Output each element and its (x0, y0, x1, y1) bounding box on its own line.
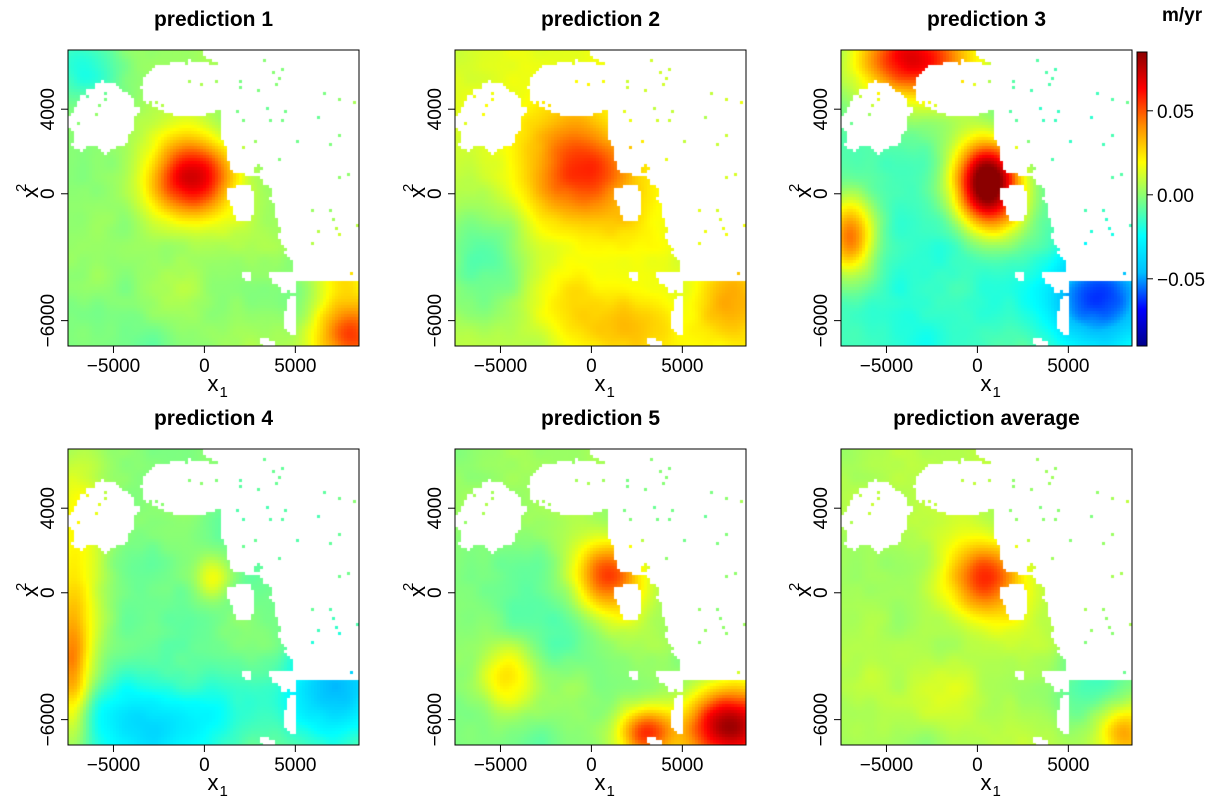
x-tick-label: −5000 (87, 755, 140, 776)
x-tick-label: −5000 (87, 356, 140, 377)
x-axis-label-subscript: 1 (220, 384, 228, 401)
colorbar-scale (1136, 51, 1148, 347)
y-tick-label: 0 (811, 587, 832, 598)
heatmap-raster (68, 449, 359, 745)
y-tick-label: 0 (425, 587, 446, 598)
y-axis-label: x (791, 187, 816, 198)
y-tick-label: 4000 (811, 88, 832, 130)
y-tick-label: −6000 (811, 693, 832, 746)
y-tick-label: −6000 (38, 693, 59, 746)
plot-frame (454, 448, 747, 746)
y-axis-label-subscript: 2 (13, 583, 30, 591)
x-tick-label: 5000 (661, 755, 703, 776)
x-axis-label: x (208, 770, 219, 795)
x-axis-label-subscript: 1 (993, 783, 1001, 799)
colorbar-tick-label: 0.05 (1157, 102, 1194, 123)
x-axis-label: x (595, 371, 606, 396)
colorbar-tick-label: 0.00 (1157, 186, 1194, 207)
x-tick-label: 0 (972, 356, 983, 377)
x-tick-label: −5000 (860, 755, 913, 776)
panel-title: prediction 2 (541, 8, 660, 31)
y-tick-label: 0 (811, 188, 832, 199)
x-axis-label-subscript: 1 (607, 783, 615, 799)
heatmap-raster (455, 449, 746, 745)
heatmap-raster (68, 50, 359, 346)
x-tick-label: 0 (972, 755, 983, 776)
x-axis-label: x (208, 371, 219, 396)
y-axis-label: x (405, 586, 430, 597)
y-tick-label: 4000 (38, 88, 59, 130)
x-axis-label-subscript: 1 (993, 384, 1001, 401)
y-axis-label: x (18, 586, 43, 597)
y-tick-label: −6000 (811, 294, 832, 347)
y-axis-label-subscript: 2 (400, 583, 417, 591)
x-axis-label: x (981, 371, 992, 396)
y-tick-label: −6000 (425, 693, 446, 746)
x-tick-label: 0 (586, 755, 597, 776)
x-axis-label: x (981, 770, 992, 795)
x-tick-label: 5000 (1047, 356, 1089, 377)
x-axis-label-subscript: 1 (607, 384, 615, 401)
y-tick-label: 0 (38, 587, 59, 598)
panel-title: prediction 5 (541, 407, 660, 430)
colorbar-unit-label: m/yr (1162, 5, 1203, 26)
x-tick-label: −5000 (474, 755, 527, 776)
heatmap-raster (455, 50, 746, 346)
x-tick-label: 0 (199, 356, 210, 377)
panel-title: prediction 1 (154, 8, 273, 31)
heatmap-raster (841, 449, 1132, 745)
y-axis-label: x (405, 187, 430, 198)
y-axis-label: x (18, 187, 43, 198)
plot-frame (840, 49, 1133, 347)
y-tick-label: 4000 (811, 487, 832, 529)
heatmap-raster (841, 50, 1132, 346)
plot-frame (454, 49, 747, 347)
y-axis-label-subscript: 2 (13, 184, 30, 192)
plot-frame (840, 448, 1133, 746)
colorbar: m/yr −0.05 0.00 0.05 (1136, 5, 1205, 347)
colorbar-tick-label: −0.05 (1157, 270, 1205, 291)
y-tick-label: 4000 (425, 487, 446, 529)
x-tick-label: 5000 (274, 755, 316, 776)
x-tick-label: 0 (586, 356, 597, 377)
panel-title: prediction average (893, 407, 1080, 430)
y-tick-label: 0 (38, 188, 59, 199)
plot-frame (67, 49, 360, 347)
plot-frame (67, 448, 360, 746)
y-tick-label: −6000 (425, 294, 446, 347)
y-axis-label-subscript: 2 (400, 184, 417, 192)
x-tick-label: 5000 (1047, 755, 1089, 776)
y-axis-label: x (791, 586, 816, 597)
x-tick-label: −5000 (860, 356, 913, 377)
x-axis-label: x (595, 770, 606, 795)
y-tick-label: 0 (425, 188, 446, 199)
x-tick-label: −5000 (474, 356, 527, 377)
x-tick-label: 0 (199, 755, 210, 776)
x-tick-label: 5000 (661, 356, 703, 377)
y-axis-label-subscript: 2 (786, 184, 803, 192)
x-tick-label: 5000 (274, 356, 316, 377)
y-axis-label-subscript: 2 (786, 583, 803, 591)
panel-title: prediction 4 (154, 407, 273, 430)
y-tick-label: −6000 (38, 294, 59, 347)
panel-title: prediction 3 (927, 8, 1046, 31)
y-tick-label: 4000 (38, 487, 59, 529)
y-tick-label: 4000 (425, 88, 446, 130)
x-axis-label-subscript: 1 (220, 783, 228, 799)
